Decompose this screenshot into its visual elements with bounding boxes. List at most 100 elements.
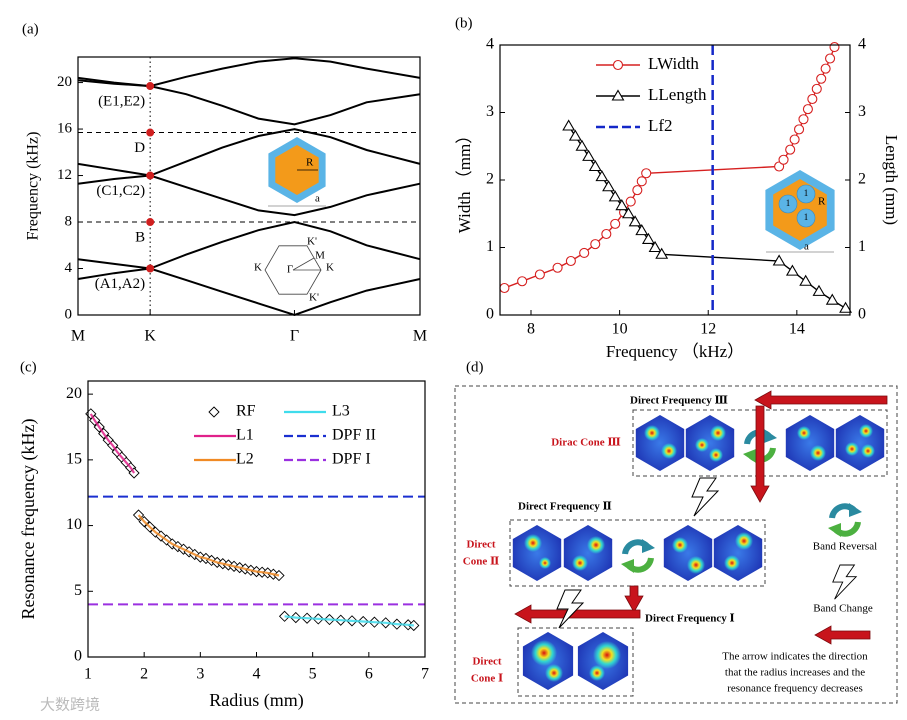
marker	[825, 293, 839, 305]
marker	[636, 176, 647, 187]
y-axis-label: Resonance frequency (kHz)	[18, 419, 39, 620]
field-spot	[524, 534, 542, 552]
band	[77, 220, 421, 270]
degenerate-point	[146, 264, 155, 273]
inset-label: a	[315, 193, 320, 205]
field-spot	[724, 555, 740, 571]
note: The arrow indicates the direction	[722, 651, 868, 663]
field-spot	[845, 442, 859, 456]
legend-label: L2	[236, 451, 254, 468]
y-tick-label: 20	[57, 74, 72, 90]
field-spot	[661, 443, 677, 459]
x-tick-label: 14	[789, 321, 805, 338]
step-cone: Cone Ⅱ	[463, 556, 499, 568]
marker	[772, 254, 786, 266]
marker	[608, 190, 622, 202]
x-tick-label: 5	[309, 666, 317, 683]
inset-label: R	[818, 196, 826, 208]
marker	[811, 83, 822, 94]
x-tick-label: 2	[140, 666, 148, 683]
band	[77, 174, 421, 217]
field-spot	[695, 438, 709, 452]
field-spot	[735, 532, 753, 550]
marker	[601, 228, 612, 240]
marker	[825, 53, 836, 64]
inset-hole	[778, 194, 798, 214]
field-spot	[539, 557, 551, 569]
point-label: (E1,E2)	[98, 93, 145, 109]
marker	[632, 185, 643, 196]
x-tick-label: 6	[365, 666, 373, 683]
marker	[816, 73, 827, 84]
y-tick-label: 4	[486, 36, 494, 53]
swirl-head	[743, 449, 756, 463]
note: resonance frequency decreases	[727, 683, 863, 695]
legend-label: DPF I	[332, 451, 371, 468]
cone-box	[517, 627, 634, 697]
marker	[798, 114, 809, 125]
panel-label: (d)	[466, 359, 484, 375]
marker	[611, 89, 625, 101]
band-change-icon	[832, 564, 858, 600]
fit-line	[89, 413, 136, 474]
degenerate-point	[146, 128, 155, 137]
marker	[582, 149, 596, 161]
step-frequency: Direct Frequency Ⅲ	[630, 395, 728, 407]
degenerate-point	[146, 218, 155, 227]
bz-label: K'	[307, 236, 317, 248]
inset-label: R	[306, 157, 314, 169]
step-cone: Direct	[472, 656, 501, 668]
y-tick-label: 8	[65, 213, 73, 229]
marker	[829, 41, 840, 53]
bz-label: K'	[309, 292, 319, 304]
band-change-icon	[691, 477, 720, 517]
marker	[552, 262, 563, 273]
x-tick-label: 12	[700, 321, 716, 338]
y2-axis-label: Length (mm)	[882, 135, 901, 225]
y-tick-label: 3	[486, 103, 494, 120]
marker	[785, 264, 799, 276]
marker	[534, 269, 545, 280]
bz-label: K	[326, 262, 334, 274]
swirl-head	[764, 429, 777, 443]
x-tick-label: 1	[84, 666, 92, 683]
y-tick-label: 15	[66, 451, 82, 468]
y-tick-label: 20	[66, 385, 82, 402]
marker	[622, 207, 635, 219]
step-cone: Direct	[466, 539, 495, 551]
marker	[785, 144, 796, 155]
inset-hole	[796, 184, 816, 204]
y-tick-label: 0	[486, 306, 494, 323]
marker	[208, 406, 220, 418]
band	[77, 128, 421, 177]
marker	[625, 196, 636, 207]
y-tick-label: 16	[57, 120, 73, 136]
field-spot	[709, 448, 723, 462]
marker	[641, 232, 655, 244]
field-spot	[589, 665, 605, 681]
point-label: B	[135, 229, 145, 245]
arrow-shape	[754, 390, 888, 410]
legend-label: Lf2	[648, 116, 673, 135]
marker	[602, 180, 615, 192]
inset-label: 1	[804, 212, 809, 222]
point-label: (C1,C2)	[96, 183, 145, 199]
x-tick-label: Γ	[290, 328, 299, 345]
marker	[641, 168, 652, 179]
inset-label: 1	[804, 188, 809, 198]
y-tick-label: 4	[65, 260, 73, 276]
swirl-head	[828, 523, 841, 537]
y2-tick-label: 1	[858, 238, 866, 255]
red-arrow	[750, 405, 770, 503]
marker	[799, 274, 813, 286]
field-spot	[572, 555, 588, 571]
band-reversal-icon	[828, 503, 862, 537]
swirl-head	[849, 503, 862, 517]
y-tick-label: 5	[74, 582, 82, 599]
point-label: (A1,A2)	[95, 276, 145, 292]
degenerate-point	[146, 171, 155, 180]
marker	[794, 124, 805, 135]
y-axis-label: Width （mm）	[455, 127, 474, 234]
arrow-shape	[624, 585, 644, 613]
